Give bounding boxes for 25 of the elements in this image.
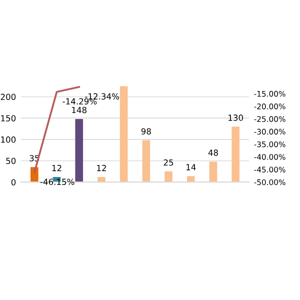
data-label: 130 bbox=[228, 114, 243, 121]
bar bbox=[30, 167, 38, 182]
bar bbox=[164, 171, 172, 182]
bar bbox=[232, 126, 240, 182]
data-label: 12 bbox=[97, 164, 106, 172]
y-tick-label: 50 bbox=[6, 158, 16, 164]
bar bbox=[142, 140, 150, 182]
data-label: -14.29% bbox=[62, 98, 97, 105]
bar bbox=[186, 176, 195, 182]
data-label: -46.15% bbox=[40, 178, 74, 185]
y-tick-label: 0 bbox=[11, 179, 16, 186]
bar bbox=[98, 176, 106, 182]
bar bbox=[209, 162, 218, 182]
y-tick-label: 200 bbox=[0, 94, 16, 100]
data-label: -12.34% bbox=[85, 93, 119, 100]
data-label: 12 bbox=[52, 164, 62, 172]
data-label: 14 bbox=[186, 164, 196, 170]
data-label: 48 bbox=[208, 150, 218, 156]
data-label: 25 bbox=[164, 159, 174, 166]
data-label: 98 bbox=[141, 128, 151, 135]
y-tick-label: 150 bbox=[1, 115, 16, 122]
bar bbox=[120, 86, 128, 182]
bar bbox=[75, 118, 84, 182]
data-label: 148 bbox=[72, 106, 86, 114]
y-tick-label: 100 bbox=[1, 136, 16, 143]
